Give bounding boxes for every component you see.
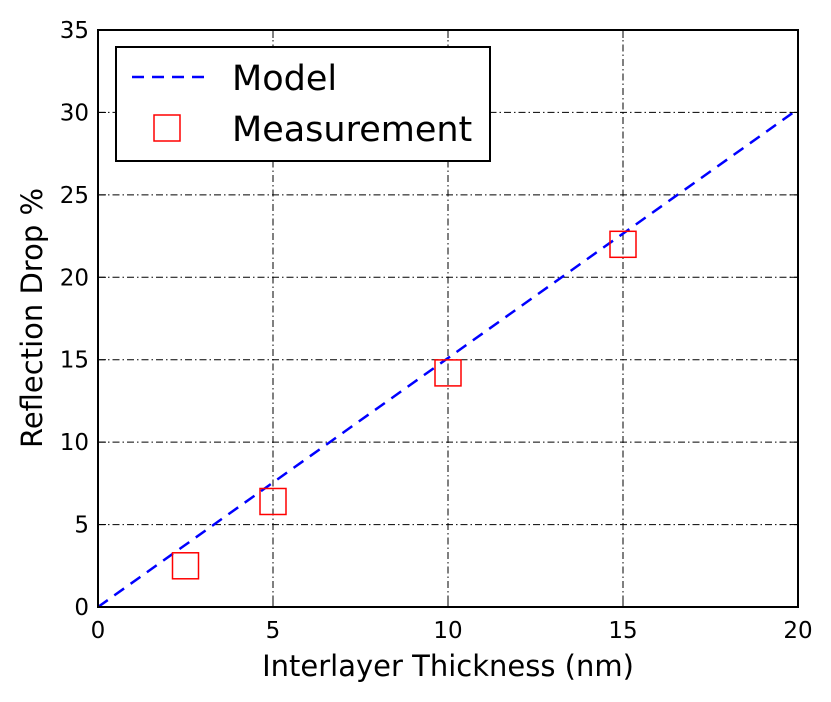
- legend-measurement-swatch: [153, 114, 181, 142]
- y-tick-label: 30: [60, 100, 89, 126]
- legend-box: [115, 46, 491, 162]
- x-axis-label: Interlayer Thickness (nm): [262, 649, 634, 683]
- legend: Model Measurement: [115, 46, 491, 162]
- x-tick-label: 10: [433, 618, 462, 644]
- legend-measurement-label: Measurement: [232, 110, 472, 150]
- x-tick-label: 20: [783, 618, 812, 644]
- y-tick-label: 10: [60, 430, 89, 456]
- measurement-marker: [171, 552, 200, 580]
- y-tick-label: 15: [60, 348, 89, 374]
- y-axis-label: Reflection Drop %: [15, 188, 49, 448]
- x-tick-label: 0: [91, 618, 106, 644]
- y-tick-label: 0: [74, 595, 89, 621]
- measurement-marker: [609, 230, 637, 259]
- model-line: [97, 108, 799, 609]
- x-tick-label: 5: [266, 618, 281, 644]
- y-tick-label: 25: [60, 183, 89, 209]
- y-tick-label: 20: [60, 265, 89, 291]
- legend-model-label: Model: [232, 59, 337, 99]
- plot-series: [97, 108, 799, 609]
- y-tick-label: 5: [74, 513, 89, 539]
- y-tick-label: 35: [60, 18, 89, 44]
- axis-ticks: 0 5 10 15 20 0 5 10 15 20 25 30 35: [60, 18, 813, 644]
- x-tick-label: 15: [608, 618, 637, 644]
- measurement-marker: [434, 359, 462, 387]
- measurement-marker: [259, 487, 287, 516]
